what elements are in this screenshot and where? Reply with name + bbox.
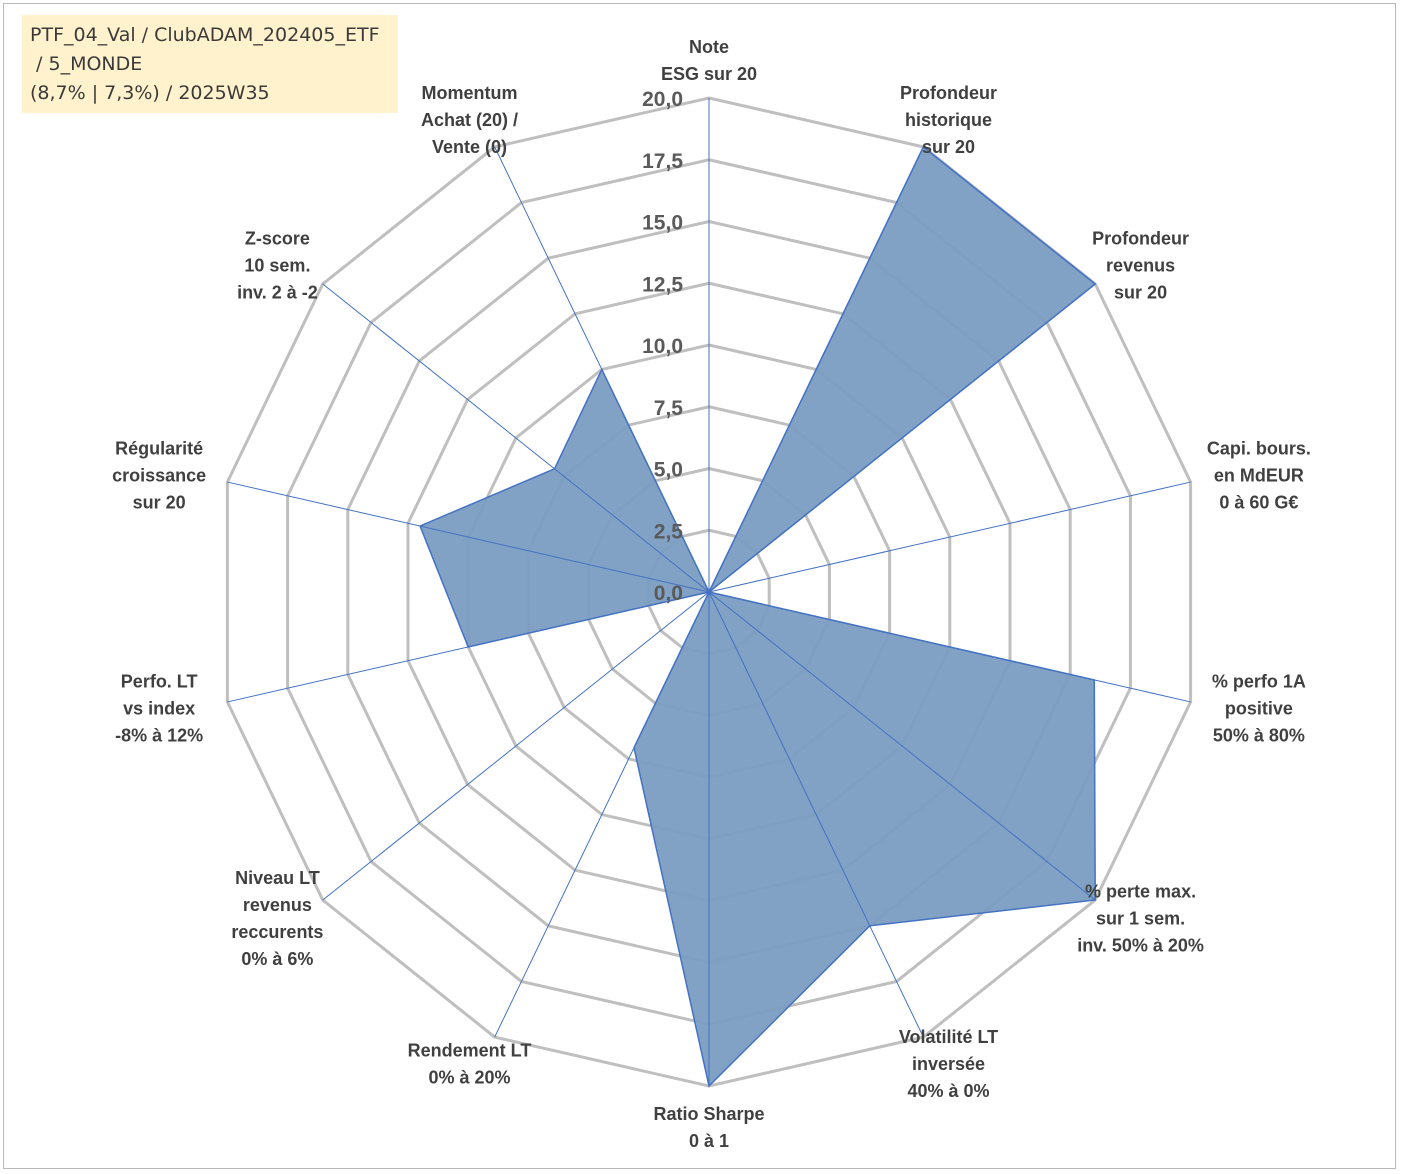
- axis-label-6: Volatilité LT inversée 40% à 0%: [899, 1027, 998, 1101]
- axis-label-3: Capi. bours. en MdEUR 0 à 60 G€: [1207, 438, 1311, 512]
- title-line-1: PTF_04_Val / ClubADAM_202405_ETF: [30, 24, 380, 46]
- axis-label-11-line-0: Régularité: [115, 438, 203, 458]
- axis-label-7-line-1: 0 à 1: [689, 1131, 729, 1151]
- label-layer: Note ESG sur 20 Profondeur historique sur 20…: [112, 37, 1311, 1151]
- tick-label-7: 17,5: [642, 150, 683, 173]
- axis-label-7-line-0: Ratio Sharpe: [653, 1104, 764, 1124]
- axis-label-4-line-2: 50% à 80%: [1213, 726, 1305, 746]
- axis-spoke-13: [494, 146, 710, 593]
- axis-label-11-line-2: sur 20: [133, 492, 186, 512]
- tick-label-8: 20,0: [642, 88, 683, 111]
- axis-label-10-line-1: vs index: [123, 699, 195, 719]
- axis-label-9-line-1: revenus: [243, 895, 312, 915]
- axis-label-11: Régularité croissance sur 20: [112, 438, 206, 512]
- title-line-3: (8,7% | 7,3%) / 2025W35: [30, 82, 270, 104]
- tick-label-2: 5,0: [654, 459, 683, 482]
- axis-label-2-line-1: revenus: [1106, 255, 1175, 275]
- axis-label-5: % perte max. sur 1 sem. inv. 50% à 20%: [1077, 882, 1204, 956]
- series-layer: [419, 145, 1097, 1088]
- axis-spoke-3: [708, 481, 1191, 593]
- title-line-2: / 5_MONDE: [30, 53, 143, 75]
- axis-label-6-line-2: 40% à 0%: [907, 1081, 989, 1101]
- axis-label-13: Momentum Achat (20) / Vente (0): [421, 83, 518, 157]
- axis-label-5-line-2: inv. 50% à 20%: [1077, 936, 1204, 956]
- axis-spoke-1: [708, 146, 924, 593]
- tick-label-1: 2,5: [654, 520, 684, 543]
- axis-label-1: Profondeur historique sur 20: [900, 83, 997, 157]
- axis-label-9: Niveau LT revenus reccurents 0% à 6%: [231, 868, 323, 969]
- axis-label-3-line-1: en MdEUR: [1214, 465, 1304, 485]
- axis-label-4-line-0: % perfo 1A: [1212, 672, 1306, 692]
- axis-spoke-6: [708, 591, 924, 1038]
- tick-label-4: 10,0: [642, 335, 683, 358]
- axis-label-10-line-0: Perfo. LT: [121, 672, 198, 692]
- axis-label-9-line-2: reccurents: [231, 922, 323, 942]
- axis-label-2-line-0: Profondeur: [1092, 228, 1189, 248]
- axis-label-0: Note ESG sur 20: [661, 37, 757, 84]
- axis-label-13-line-1: Achat (20) /: [421, 110, 518, 130]
- axis-spoke-11: [227, 481, 710, 593]
- axis-label-11-line-1: croissance: [112, 465, 206, 485]
- tick-label-6: 15,0: [642, 212, 683, 235]
- axis-label-7: Ratio Sharpe 0 à 1: [653, 1104, 764, 1151]
- axis-spoke-4: [708, 591, 1191, 703]
- axis-label-3-line-0: Capi. bours.: [1207, 438, 1311, 458]
- axis-label-4: % perfo 1A positive 50% à 80%: [1212, 672, 1306, 746]
- axis-label-3-line-2: 0 à 60 G€: [1219, 492, 1298, 512]
- axis-spoke-12: [322, 283, 710, 593]
- axis-label-0-line-0: Note: [689, 37, 729, 57]
- tick-label-3: 7,5: [654, 397, 684, 420]
- axis-label-8-line-0: Rendement LT: [408, 1041, 532, 1061]
- axis-label-12-line-2: inv. 2 à -2: [237, 282, 318, 302]
- axis-label-8: Rendement LT 0% à 20%: [408, 1041, 532, 1088]
- axis-label-1-line-2: sur 20: [922, 137, 975, 157]
- tick-layer: 0,0 2,5 5,0 7,5 10,0 12,5 15,0 17,5 20,0: [642, 88, 683, 605]
- series-area: [419, 145, 1097, 1088]
- axis-label-10: Perfo. LT vs index -8% à 12%: [115, 672, 203, 746]
- tick-label-5: 12,5: [642, 273, 683, 296]
- axis-label-13-line-2: Vente (0): [432, 137, 507, 157]
- axis-label-2-line-2: sur 20: [1114, 282, 1167, 302]
- axis-label-4-line-1: positive: [1225, 699, 1293, 719]
- axis-label-1-line-0: Profondeur: [900, 83, 997, 103]
- tick-label-0: 0,0: [654, 582, 683, 605]
- axis-spoke-10: [227, 591, 710, 703]
- axis-spoke-8: [494, 591, 710, 1038]
- axis-label-12-line-1: 10 sem.: [244, 255, 310, 275]
- axis-label-12-line-0: Z-score: [245, 228, 310, 248]
- axis-label-2: Profondeur revenus sur 20: [1092, 228, 1189, 302]
- axis-label-1-line-1: historique: [905, 110, 992, 130]
- axis-label-13-line-0: Momentum: [421, 83, 517, 103]
- axis-label-5-line-0: % perte max.: [1085, 882, 1196, 902]
- axis-spoke-5: [708, 591, 1096, 901]
- axis-label-6-line-1: inversée: [912, 1054, 985, 1074]
- axis-spoke-9: [322, 591, 710, 901]
- chart-title: PTF_04_Val / ClubADAM_202405_ETF / 5_MON…: [22, 15, 398, 113]
- spoke-layer: [227, 98, 1191, 1086]
- axis-label-9-line-3: 0% à 6%: [241, 949, 313, 969]
- axis-label-9-line-0: Niveau LT: [235, 868, 320, 888]
- chart-frame: [3, 3, 1396, 1169]
- axis-label-0-line-1: ESG sur 20: [661, 64, 757, 84]
- axis-label-10-line-2: -8% à 12%: [115, 726, 203, 746]
- axis-spoke-2: [708, 283, 1096, 593]
- axis-label-12: Z-score 10 sem. inv. 2 à -2: [237, 228, 318, 302]
- axis-label-5-line-1: sur 1 sem.: [1096, 909, 1185, 929]
- axis-label-6-line-0: Volatilité LT: [899, 1027, 998, 1047]
- axis-label-8-line-1: 0% à 20%: [428, 1068, 510, 1088]
